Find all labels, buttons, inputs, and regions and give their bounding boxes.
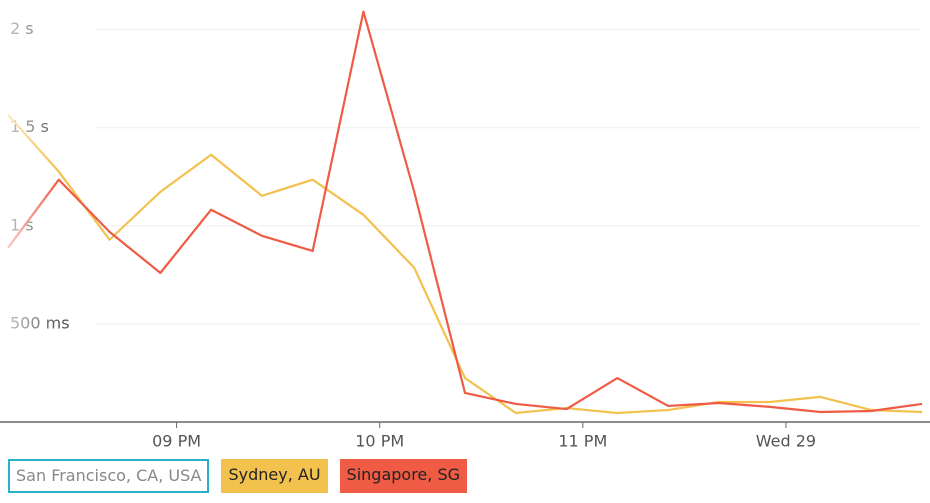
legend-item[interactable]: San Francisco, CA, USA: [8, 459, 210, 493]
series-line: [7, 114, 923, 415]
legend: San Francisco, CA, USA Sydney, AU Singapor…: [8, 459, 467, 493]
legend-item[interactable]: Singapore, SG: [339, 459, 467, 493]
series-line: [7, 10, 923, 414]
fade-overlay: [0, 0, 60, 420]
x-tick-label: 11 PM: [558, 432, 607, 451]
x-tick-label: 10 PM: [355, 432, 404, 451]
x-tick-label: Wed 29: [756, 432, 816, 451]
x-tick-label: 09 PM: [152, 432, 201, 451]
legend-item[interactable]: Sydney, AU: [221, 459, 328, 493]
